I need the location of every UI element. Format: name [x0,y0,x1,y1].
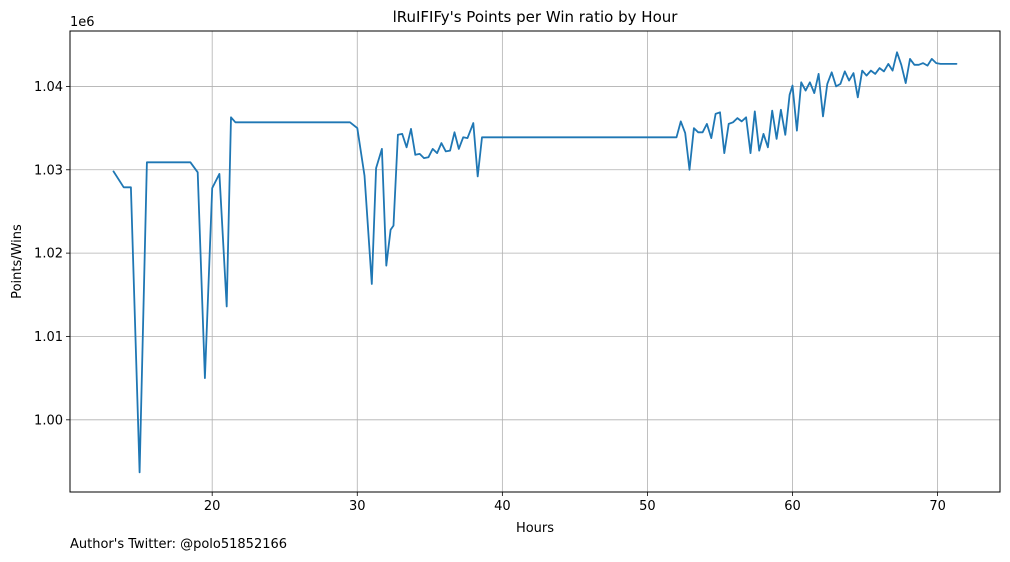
x-tick-label: 50 [639,499,656,514]
chart-title: lRuIFIFy's Points per Win ratio by Hour [393,8,679,26]
x-tick-label: 30 [349,499,366,514]
author-twitter-note: Author's Twitter: @polo51852166 [70,537,288,552]
y-tick-label: 1.00 [34,413,63,428]
x-axis-ticks: 20 30 40 50 60 70 [204,492,946,514]
x-tick-label: 60 [784,499,801,514]
x-tick-label: 40 [494,499,511,514]
x-tick-label: 70 [929,499,946,514]
plot-frame [69,30,1001,493]
y-tick-label: 1.01 [34,330,63,345]
x-tick-label: 20 [204,499,221,514]
y-tick-label: 1.04 [34,80,63,95]
series-line [112,51,958,474]
y-axis-title: Points/Wins [10,224,25,299]
y-axis-ticks: 1.00 1.01 1.02 1.03 1.04 [34,80,70,428]
grid-lines [70,31,1000,492]
y-tick-label: 1.03 [34,163,63,178]
y-axis-offset-label: 1e6 [70,15,95,30]
y-tick-label: 1.02 [34,247,63,262]
x-axis-title: Hours [516,521,554,536]
